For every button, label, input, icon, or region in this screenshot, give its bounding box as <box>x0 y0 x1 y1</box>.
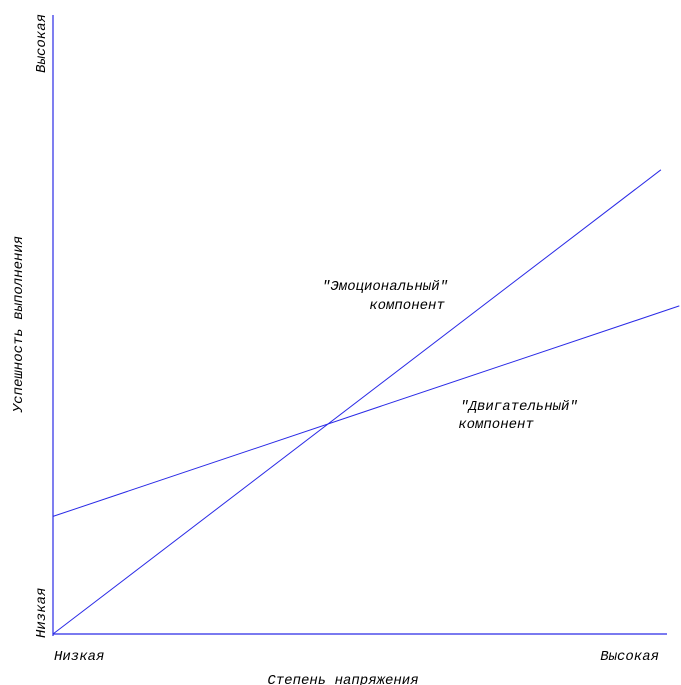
series-line-emotional <box>52 169 662 635</box>
x-axis-label: Степень напряжения <box>267 673 418 685</box>
x-tick-label-low: Низкая <box>54 649 104 665</box>
y-axis-label: Успешность выполнения <box>11 236 27 413</box>
series-label-emotional-line-2: компонент <box>369 298 445 314</box>
series-line-motor <box>52 305 680 517</box>
series-label-motor-line-2: компонент <box>458 417 534 433</box>
y-tick-label-high: Высокая <box>34 14 50 73</box>
series-label-emotional: "Эмоциональный" компонент <box>322 278 448 314</box>
x-tick-label-high: Высокая <box>600 649 659 665</box>
y-tick-label-low: Низкая <box>34 588 50 638</box>
series-label-motor-line-1: "Двигательный" <box>460 398 578 415</box>
series-label-emotional-line-1: "Эмоциональный" <box>322 278 448 295</box>
series-label-motor: "Двигательный" компонент <box>458 398 578 433</box>
